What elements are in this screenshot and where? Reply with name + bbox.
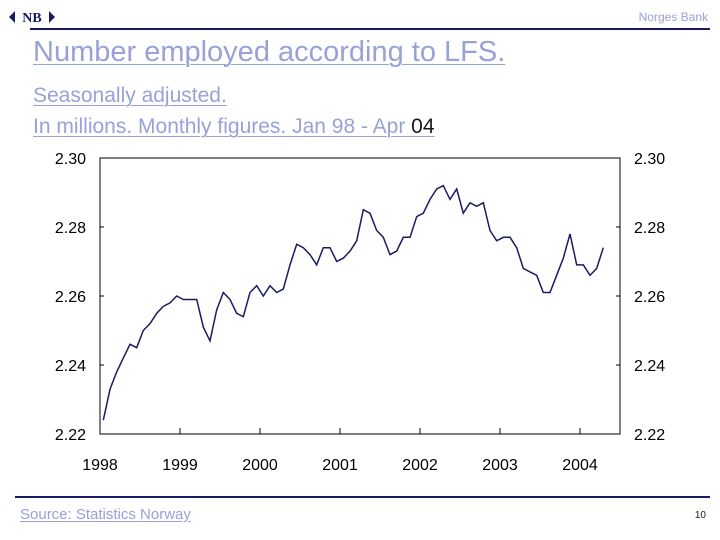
x-tick-label: 1998 (82, 457, 118, 474)
y-tick-label-left: 2.24 (55, 358, 86, 375)
chart-subtitle-line2: In millions. Monthly figures. Jan 98 - A… (33, 115, 435, 139)
logo-left-arrow-icon (9, 11, 15, 23)
chart-title: Number employed according to LFS. (33, 36, 506, 68)
subtitle-line2-end: 04 (405, 115, 435, 138)
x-tick-label: 2002 (402, 457, 438, 474)
y-tick-label-left: 2.22 (55, 427, 86, 444)
subtitle-line2-main: In millions. Monthly figures. Jan 98 - A… (33, 115, 406, 138)
page-number: 10 (694, 510, 706, 521)
y-tick-label-right: 2.22 (634, 427, 665, 444)
y-tick-label-right: 2.28 (634, 220, 665, 237)
chart-subtitle-line1: Seasonally adjusted. (33, 84, 227, 107)
source-link[interactable]: Source: Statistics Norway (20, 506, 191, 523)
norges-bank-logo: NB (9, 11, 55, 26)
x-tick-label: 2000 (242, 457, 278, 474)
y-tick-label-left: 2.30 (55, 151, 86, 168)
x-tick-label: 2003 (482, 457, 518, 474)
x-tick-label: 2004 (562, 457, 598, 474)
series-line (102, 184, 605, 421)
logo-text: NB (22, 11, 41, 26)
y-tick-label-right: 2.30 (634, 151, 665, 168)
top-divider (30, 28, 710, 30)
y-tick-label-left: 2.28 (55, 220, 86, 237)
bottom-divider (15, 496, 710, 498)
bank-name: Norges Bank (638, 10, 708, 24)
y-tick-label-right: 2.26 (634, 289, 665, 306)
x-tick-label: 2001 (322, 457, 358, 474)
logo-right-arrow-icon (49, 11, 55, 23)
x-tick-label: 1999 (162, 457, 198, 474)
y-tick-label-left: 2.26 (55, 289, 86, 306)
y-tick-label-right: 2.24 (634, 358, 665, 375)
